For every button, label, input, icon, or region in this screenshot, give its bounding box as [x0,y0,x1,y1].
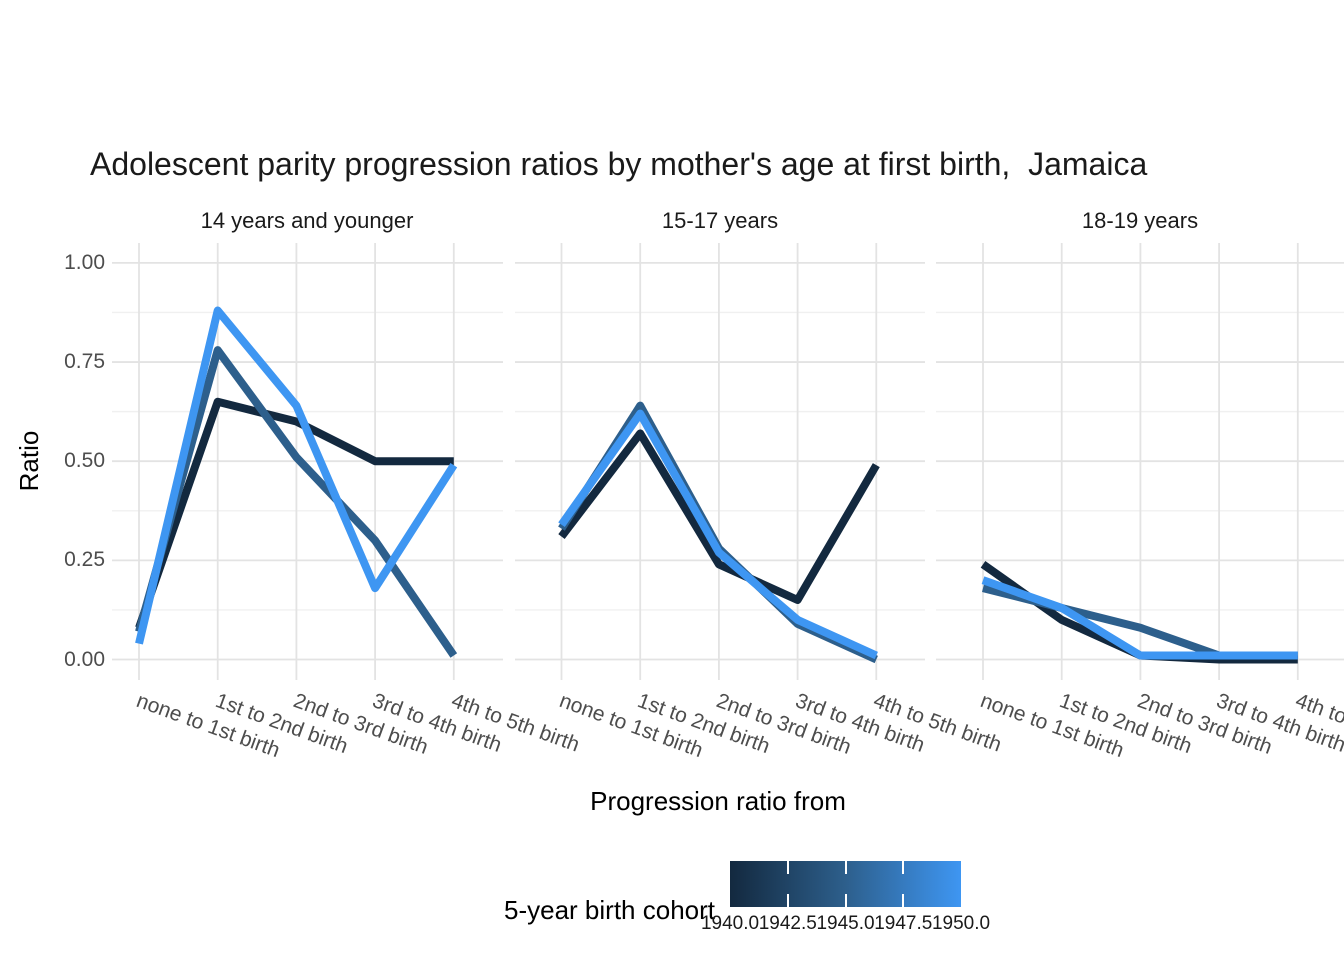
colorbar-tick [786,861,789,874]
chart-title: Adolescent parity progression ratios by … [90,146,1148,182]
series-line-1940 [558,429,880,605]
colorbar-label: 1940.0 [700,913,760,934]
colorbar-tick [902,861,905,874]
y-tick-label: 0.25 [64,548,105,572]
series-line-1950 [558,409,878,660]
y-tick-label: 0.00 [64,647,105,671]
x-axis-title: Progression ratio from [590,786,846,816]
facet-panel-1 [112,243,503,680]
series-line-1950 [981,576,1298,660]
series-line-1950 [135,306,458,645]
legend-title: 5-year birth cohort [504,895,715,925]
colorbar-tick [844,894,847,907]
series-line-1945 [135,346,458,658]
colorbar-tick [902,894,905,907]
colorbar-label: 1950.0 [931,913,991,934]
y-tick-label: 1.00 [64,251,105,274]
facet-strip-label-3: 18-19 years [1081,208,1199,233]
colorbar-label: 1945.0 [816,913,875,934]
colorbar-label: 1942.5 [758,913,817,934]
facet-panel-2 [515,243,925,680]
y-tick-label: 0.50 [64,449,105,473]
y-tick-label: 0.75 [64,350,105,373]
colorbar-tick [844,861,847,874]
colorbar-label: 1947.5 [874,913,933,934]
facet-strip-label-2: 15-17 years [661,208,779,233]
facet-panel-3 [936,243,1344,680]
facet-strip-label-1: 14 years and younger [200,208,414,233]
colorbar-tick [786,894,789,907]
legend-colorbar [730,861,961,907]
series-line-1940 [135,397,454,630]
